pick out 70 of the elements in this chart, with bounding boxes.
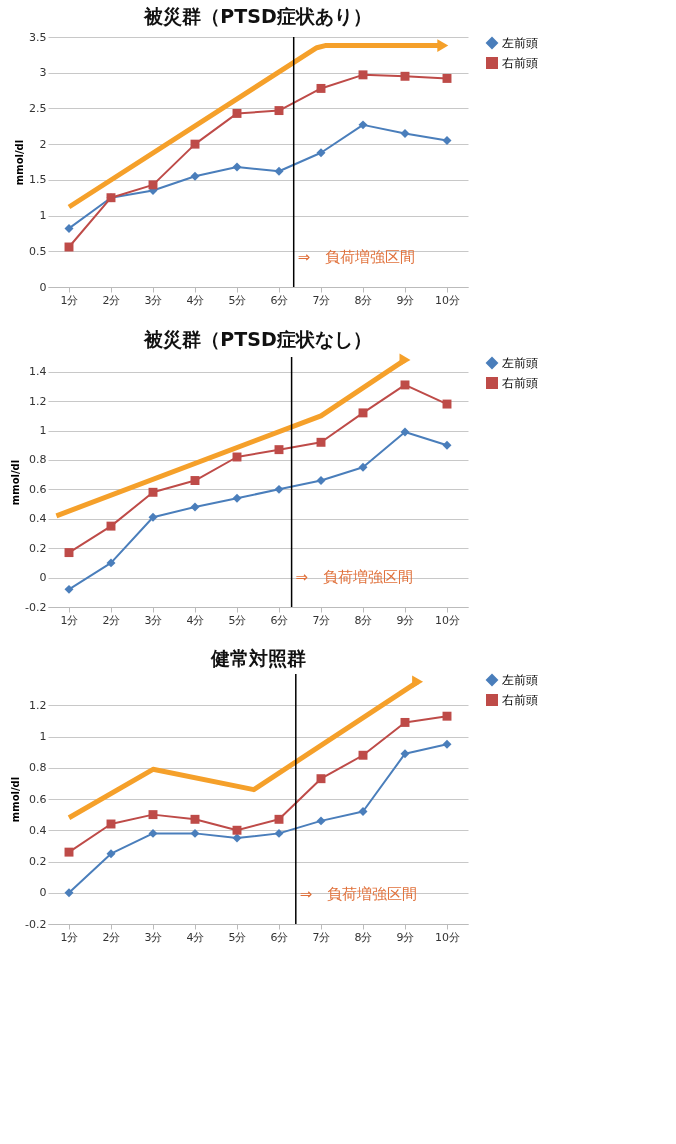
y-tick-label: -0.2: [25, 600, 47, 614]
x-tick-label: 8分: [354, 930, 373, 944]
y-tick-label: 0.8: [29, 453, 47, 467]
x-tick-label: 10分: [435, 613, 460, 627]
x-tick-label: 1分: [60, 293, 79, 307]
x-tick-label: 7分: [312, 293, 331, 307]
x-tick-label: 8分: [354, 293, 373, 307]
legend-label: 左前頭: [502, 36, 538, 50]
x-tick-label: 4分: [186, 613, 205, 627]
y-tick-label: 1: [39, 209, 47, 223]
legend-label: 左前頭: [502, 673, 538, 687]
x-tick-label: 9分: [396, 930, 415, 944]
x-tick-label: 7分: [312, 613, 331, 627]
x-tick-label: 3分: [144, 930, 163, 944]
y-tick-label: 2.5: [29, 101, 47, 115]
annotation: ⇒ 負荷増強区間: [295, 568, 414, 586]
x-tick-label: 10分: [435, 930, 460, 944]
chart-title: 健常対照群: [209, 647, 306, 670]
x-tick-label: 6分: [270, 613, 289, 627]
x-tick-label: 5分: [228, 613, 247, 627]
x-tick-label: 2分: [102, 293, 121, 307]
y-tick-label: 0.4: [29, 823, 47, 837]
y-tick-label: -0.2: [25, 917, 47, 931]
x-tick-label: 10分: [435, 293, 460, 307]
x-tick-label: 3分: [144, 293, 163, 307]
y-axis-title: mmol/dl: [14, 139, 26, 186]
annotation: ⇒ 負荷増強区間: [299, 885, 418, 903]
x-tick-label: 1分: [60, 613, 79, 627]
y-tick-label: 0.5: [29, 244, 47, 258]
y-tick-label: 1.2: [29, 698, 47, 712]
y-tick-label: 0.6: [29, 482, 47, 496]
y-tick-label: 0.4: [29, 512, 47, 526]
y-tick-label: 1.2: [29, 394, 47, 408]
x-tick-label: 4分: [186, 293, 205, 307]
y-tick-label: 3.5: [29, 30, 47, 44]
y-tick-label: 0.2: [29, 541, 47, 555]
y-tick-label: 0.6: [29, 792, 47, 806]
x-tick-label: 1分: [60, 930, 79, 944]
y-tick-label: 0.2: [29, 855, 47, 868]
x-tick-label: 6分: [270, 930, 289, 944]
x-tick-label: 7分: [312, 930, 331, 944]
y-tick-label: 1.4: [29, 365, 47, 379]
annotation: ⇒ 負荷増強区間: [297, 248, 416, 266]
legend-label: 右前頭: [502, 56, 538, 70]
x-tick-label: 5分: [228, 930, 247, 944]
legend-label: 右前頭: [502, 376, 538, 390]
legend-label: 右前頭: [502, 693, 538, 707]
y-tick-label: 0: [39, 571, 47, 585]
y-tick-label: 3: [39, 66, 47, 80]
y-tick-label: 1: [39, 424, 47, 438]
chart-title: 被災群（PTSD症状なし）: [143, 327, 372, 350]
y-axis-title: mmol/dl: [10, 776, 22, 823]
x-tick-label: 2分: [102, 613, 121, 627]
y-tick-label: 1.5: [29, 173, 47, 187]
x-tick-label: 9分: [396, 613, 415, 627]
legend-label: 左前頭: [502, 356, 538, 370]
x-tick-label: 9分: [396, 293, 415, 307]
y-tick-label: 0.8: [29, 761, 47, 775]
y-tick-label: 1: [39, 730, 47, 743]
x-tick-label: 4分: [186, 930, 205, 944]
y-tick-label: 0: [39, 886, 47, 900]
y-tick-label: 0: [39, 280, 47, 294]
y-tick-label: 2: [39, 137, 47, 151]
x-tick-label: 2分: [102, 930, 121, 944]
y-axis-title: mmol/dl: [10, 459, 22, 506]
x-tick-label: 8分: [354, 613, 373, 627]
chart-title: 被災群（PTSD症状あり）: [143, 5, 372, 27]
x-tick-label: 3分: [144, 613, 163, 627]
x-tick-label: 5分: [228, 293, 247, 307]
x-tick-label: 6分: [270, 293, 289, 307]
